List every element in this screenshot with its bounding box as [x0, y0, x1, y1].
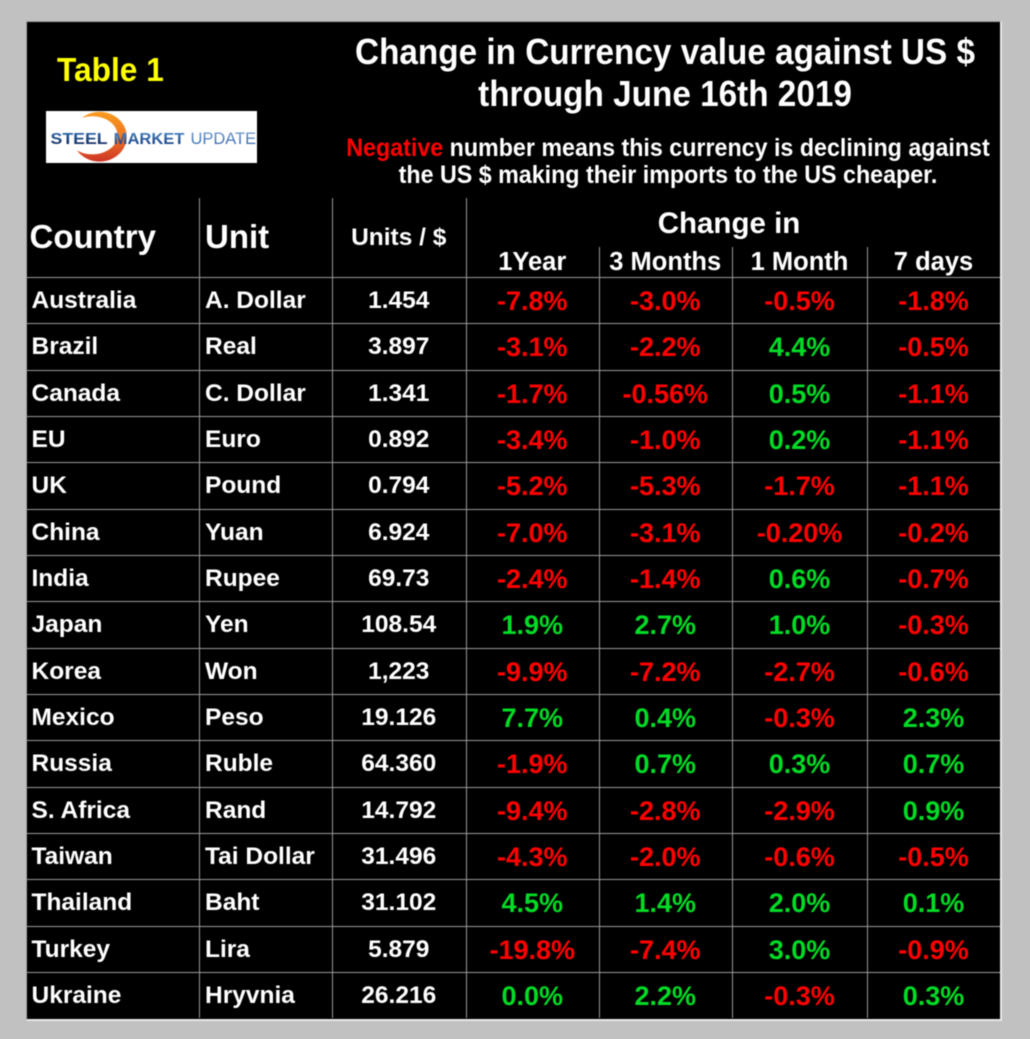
- svg-text:STEEL: STEEL: [51, 131, 108, 148]
- svg-text:MARKET: MARKET: [114, 131, 185, 148]
- svg-text:UPDATE: UPDATE: [191, 130, 257, 148]
